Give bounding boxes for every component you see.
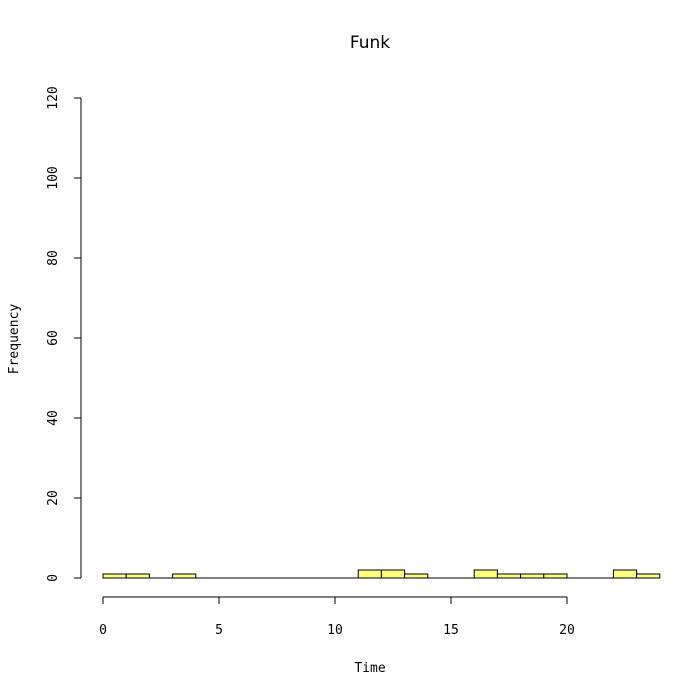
histogram-bar [473, 569, 498, 579]
chart-title: Funk [350, 33, 390, 53]
histogram-bar [543, 573, 568, 579]
y-tick-label: 60 [46, 330, 61, 346]
histogram-bar [404, 573, 429, 579]
x-tick-label: 20 [559, 623, 575, 638]
histogram-bar [357, 569, 382, 579]
histogram-bar [520, 573, 545, 579]
histogram-bar [172, 573, 197, 579]
x-axis: 0 5 10 15 20 [99, 596, 575, 638]
x-tick-label: 15 [443, 623, 459, 638]
histogram-bar [125, 573, 150, 579]
bars-group [102, 569, 661, 579]
y-tick-label: 100 [46, 166, 61, 189]
y-tick-label: 40 [46, 410, 61, 426]
histogram-bar [102, 573, 127, 579]
x-tick-label: 5 [215, 623, 223, 638]
histogram-bar [496, 573, 522, 579]
y-tick-label: 80 [46, 250, 61, 266]
histogram-bar [380, 569, 406, 579]
histogram-bar [612, 569, 638, 579]
x-tick-label: 0 [99, 623, 107, 638]
y-axis: 0 20 40 60 80 100 120 [46, 86, 82, 582]
x-axis-label: Time [354, 661, 385, 676]
y-tick-label: 0 [46, 574, 61, 582]
y-axis-label: Frequency [7, 304, 22, 375]
y-tick-label: 120 [46, 86, 61, 109]
x-tick-label: 10 [327, 623, 343, 638]
y-tick-label: 20 [46, 490, 61, 506]
histogram-bar [636, 573, 661, 579]
